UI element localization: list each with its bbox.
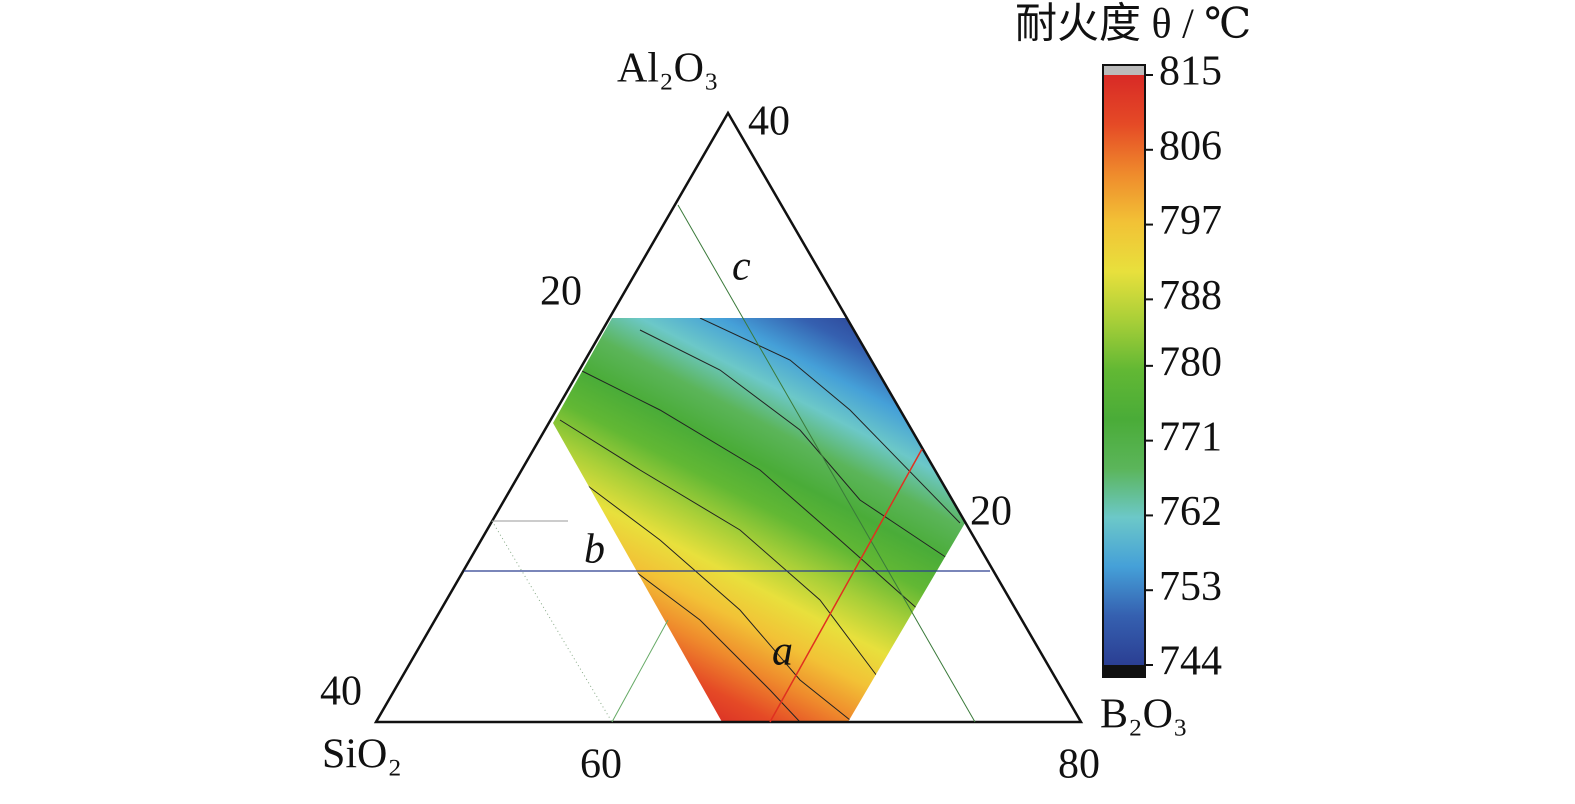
colorbar-cap bbox=[1103, 65, 1145, 75]
vertex-label: B₂O₃ bbox=[1100, 692, 1188, 738]
ternary-tick-label: 80 bbox=[1058, 742, 1100, 788]
line-label: b bbox=[584, 527, 605, 573]
ternary-tick-label: 40 bbox=[320, 669, 362, 715]
ternary-tick-label: 20 bbox=[970, 489, 1012, 535]
colorbar-tick-label: 762 bbox=[1159, 489, 1222, 535]
ternary-tick-label: 20 bbox=[540, 269, 582, 315]
colorbar-title: 耐火度 θ / ℃ bbox=[1015, 2, 1251, 48]
colorbar-tick-label: 788 bbox=[1159, 273, 1222, 319]
colorbar-tick-label: 771 bbox=[1159, 414, 1222, 460]
colorbar-tick-label: 753 bbox=[1159, 564, 1222, 610]
contour-lines bbox=[559, 318, 961, 722]
colorbar-tick-label: 797 bbox=[1159, 198, 1222, 244]
colorbar-tick-label: 780 bbox=[1159, 339, 1222, 385]
colorbar-cap bbox=[1103, 665, 1145, 677]
colorbar-tick-label: 806 bbox=[1159, 123, 1222, 169]
line-label: a bbox=[772, 629, 793, 675]
vertex-label: SiO₂ bbox=[322, 732, 402, 778]
line-label: c bbox=[732, 244, 751, 290]
colorbar-tick-label: 744 bbox=[1159, 639, 1222, 685]
ternary-tick-label: 60 bbox=[580, 742, 622, 788]
contour-fill bbox=[553, 318, 965, 722]
ternary-tick-label: 40 bbox=[748, 99, 790, 145]
colorbar-frame bbox=[1102, 64, 1146, 678]
contour-surface bbox=[553, 318, 965, 722]
triangle bbox=[373, 110, 1084, 724]
colorbar bbox=[1103, 75, 1145, 665]
colorbar-tick-label: 815 bbox=[1159, 49, 1222, 95]
vertex-label: Al₂O₃ bbox=[617, 46, 719, 92]
